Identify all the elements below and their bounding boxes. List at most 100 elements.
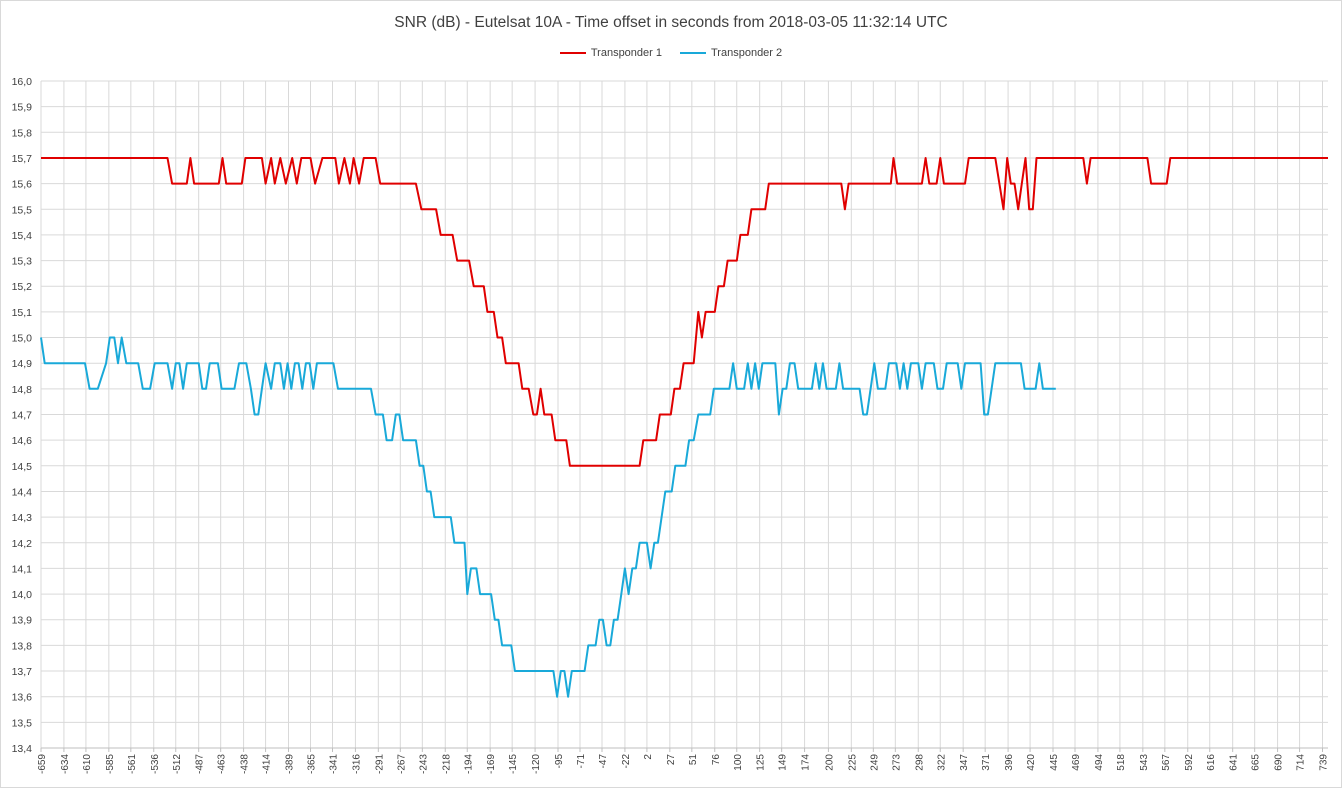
- x-tick-label: 396: [1004, 754, 1015, 771]
- x-tick-label: -389: [285, 754, 296, 774]
- x-tick-label: 616: [1206, 754, 1217, 771]
- y-tick-label: 14,1: [12, 563, 33, 575]
- y-tick-label: 16,0: [12, 76, 33, 88]
- y-tick-label: 14,4: [12, 486, 33, 498]
- y-tick-label: 14,3: [12, 512, 33, 524]
- x-tick-label: 76: [711, 754, 722, 766]
- y-tick-label: 13,9: [12, 615, 33, 627]
- x-tick-label: -659: [37, 754, 48, 774]
- y-tick-label: 15,7: [12, 153, 33, 165]
- x-tick-label: -194: [463, 754, 474, 774]
- legend-item-transponder-1: Transponder 1: [559, 47, 662, 59]
- y-tick-label: 14,0: [12, 589, 33, 601]
- x-tick-label: 2: [643, 754, 654, 760]
- x-tick-label: 445: [1049, 754, 1060, 771]
- x-tick-label: -267: [396, 754, 407, 774]
- legend-swatch-red: [559, 52, 586, 54]
- x-tick-label: -610: [82, 754, 93, 774]
- x-tick-label: 714: [1296, 754, 1307, 771]
- x-tick-label: -243: [418, 754, 429, 774]
- x-tick-label: -561: [127, 754, 138, 774]
- x-tick-label: 469: [1071, 754, 1082, 771]
- x-tick-label: 298: [914, 754, 925, 771]
- legend-label: Transponder 2: [711, 47, 783, 59]
- x-tick-label: -536: [150, 754, 161, 774]
- y-tick-label: 13,8: [12, 640, 33, 652]
- chart-title: SNR (dB) - Eutelsat 10A - Time offset in…: [394, 14, 948, 31]
- x-tick-label: 665: [1251, 754, 1262, 771]
- x-tick-label: -341: [329, 754, 340, 774]
- y-tick-label: 13,7: [12, 666, 33, 678]
- y-tick-label: 14,7: [12, 410, 33, 422]
- y-tick-label: 13,5: [12, 717, 33, 729]
- x-tick-label: 494: [1094, 754, 1105, 771]
- y-tick-label: 13,6: [12, 692, 33, 704]
- x-tick-label: 347: [959, 754, 970, 771]
- x-tick-label: 174: [801, 754, 812, 771]
- y-tick-label: 15,9: [12, 102, 33, 114]
- x-tick-label: -169: [486, 754, 497, 774]
- y-axis: 16,0 15,9 15,8 15,7 15,6 15,5 15,4 15,3 15,2 15,1…: [12, 76, 33, 755]
- x-tick-label: -487: [195, 754, 206, 774]
- y-tick-label: 15,2: [12, 281, 33, 293]
- series-line-transponder-2: [40, 336, 1056, 698]
- x-tick-label: 51: [688, 754, 699, 766]
- y-tick-label: 15,5: [12, 204, 33, 216]
- x-tick-label: 739: [1319, 754, 1330, 771]
- legend-item-transponder-2: Transponder 2: [680, 47, 782, 59]
- x-tick-label: -463: [217, 754, 228, 774]
- x-tick-label: 225: [847, 754, 858, 771]
- legend-label: Transponder 1: [590, 47, 662, 59]
- y-tick-label: 14,9: [12, 358, 33, 370]
- x-tick-label: -47: [598, 754, 609, 769]
- x-tick-label: -585: [105, 754, 116, 774]
- x-tick-label: 371: [981, 754, 992, 771]
- y-tick-label: 15,4: [12, 230, 33, 242]
- x-axis: -659 -634 -610 -585 -561 -536 -512 -487 -463 -438…: [37, 747, 1330, 774]
- x-tick-label: 322: [936, 754, 947, 771]
- y-tick-label: 15,3: [12, 256, 33, 268]
- x-tick-label: 273: [891, 754, 902, 771]
- x-tick-label: -512: [172, 754, 183, 774]
- x-tick-label: 200: [824, 754, 835, 771]
- x-tick-label: -365: [307, 754, 318, 774]
- x-tick-label: 27: [666, 754, 677, 766]
- y-tick-label: 14,2: [12, 538, 33, 550]
- x-tick-label: 518: [1116, 754, 1127, 771]
- y-tick-label: 15,8: [12, 127, 33, 139]
- y-tick-label: 14,8: [12, 384, 33, 396]
- y-tick-label: 15,1: [12, 307, 33, 319]
- gridlines: [40, 80, 1328, 749]
- legend-swatch-blue: [680, 52, 706, 54]
- series-line-transponder-1: [41, 157, 1328, 467]
- x-tick-label: 149: [778, 754, 789, 771]
- y-tick-label: 15,6: [12, 179, 33, 191]
- y-tick-label: 15,0: [12, 333, 33, 345]
- x-tick-label: 690: [1274, 754, 1285, 771]
- x-tick-label: 641: [1229, 754, 1240, 771]
- legend: Transponder 1 Transponder 2: [0, 47, 1342, 59]
- x-tick-label: -71: [576, 754, 587, 769]
- x-tick-label: -438: [240, 754, 251, 774]
- x-tick-label: -218: [441, 754, 452, 774]
- x-tick-label: -120: [531, 754, 542, 774]
- x-tick-label: 543: [1139, 754, 1150, 771]
- x-tick-label: -291: [374, 754, 385, 774]
- x-tick-label: 100: [733, 754, 744, 771]
- y-tick-label: 14,6: [12, 435, 33, 447]
- x-tick-label: -95: [554, 754, 565, 769]
- x-tick-label: -316: [351, 754, 362, 774]
- x-tick-label: 125: [756, 754, 767, 771]
- x-tick-label: 249: [869, 754, 880, 771]
- series-lines: [40, 157, 1328, 698]
- x-tick-label: -634: [60, 754, 71, 774]
- x-tick-label: 592: [1184, 754, 1195, 771]
- x-tick-label: 567: [1161, 754, 1172, 771]
- x-tick-label: -145: [508, 754, 519, 774]
- x-tick-label: -22: [621, 754, 632, 769]
- x-tick-label: 420: [1026, 754, 1037, 771]
- y-tick-label: 14,5: [12, 461, 33, 473]
- x-tick-label: -414: [262, 754, 273, 774]
